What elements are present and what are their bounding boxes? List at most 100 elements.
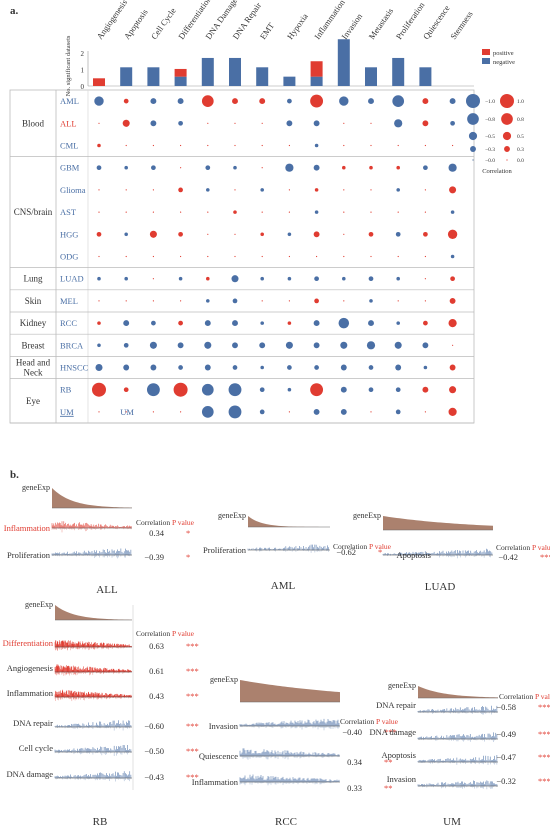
bar-negative <box>283 76 296 86</box>
bubble <box>288 211 290 213</box>
bubble <box>261 167 263 169</box>
barcode-track <box>417 755 498 765</box>
bar-chart: 0 1 2 No. significant datasets <box>65 35 474 96</box>
barcode-track <box>54 664 132 676</box>
bar-negative <box>419 67 432 86</box>
bubble <box>260 321 264 325</box>
bar-negative <box>256 67 269 86</box>
p-value: *** <box>186 721 199 731</box>
cell-annotation: UM <box>120 407 134 417</box>
correlation-value: 0.34 <box>347 757 363 767</box>
bubble <box>228 383 242 397</box>
bubble <box>261 255 263 258</box>
barcode-track <box>54 640 132 651</box>
bubble <box>340 386 347 393</box>
bubble <box>98 411 100 413</box>
bubble <box>261 300 263 302</box>
gene-exp-label: geneExp <box>22 483 50 492</box>
grid-frame <box>9 89 475 424</box>
correlation-value: 0.34 <box>149 528 165 538</box>
bubble <box>368 320 374 327</box>
bubble <box>394 119 403 128</box>
correlation-value: −0.62 <box>336 547 356 557</box>
column-header: Metastasis <box>366 6 395 41</box>
bar-negative <box>147 67 160 86</box>
bubble <box>180 300 182 302</box>
gene-exp-curve <box>240 680 340 702</box>
bubble <box>125 211 127 213</box>
bubble <box>180 211 182 213</box>
p-value-header: P value <box>532 543 550 552</box>
p-value: *** <box>186 691 199 701</box>
bubble <box>396 321 400 325</box>
bubble <box>122 119 130 127</box>
p-value: *** <box>538 729 550 739</box>
size-legend-pos-label: 0.3 <box>517 147 524 153</box>
bubble <box>287 276 292 281</box>
correlation-value: 0.33 <box>347 783 362 793</box>
row-label: GBM <box>60 163 80 173</box>
bubble <box>340 364 347 371</box>
bubble <box>177 342 184 349</box>
p-value: *** <box>384 727 397 737</box>
bubble <box>234 122 236 124</box>
bubble <box>152 189 154 191</box>
bubble <box>288 300 290 302</box>
size-legend-negative <box>470 146 476 152</box>
pathway-label: Inflammation <box>192 777 239 787</box>
p-value: ** <box>384 757 393 767</box>
bubble <box>180 411 182 413</box>
gene-exp-label: geneExp <box>210 675 238 684</box>
pathway-label: Angiogenesis <box>7 663 53 673</box>
bubble <box>125 255 127 258</box>
bubble <box>180 255 182 258</box>
size-legend-title: Correlation <box>482 168 512 175</box>
bar-tick-label: 0 <box>81 83 85 91</box>
group-label: Head and <box>16 358 51 368</box>
group-label: Eye <box>26 396 40 406</box>
bubble <box>98 255 100 258</box>
bubble <box>124 165 128 170</box>
bubble <box>370 211 372 213</box>
p-value-header: P value <box>172 629 195 638</box>
bubble <box>123 364 130 371</box>
bubble <box>397 255 399 258</box>
bubble <box>314 298 319 304</box>
p-value: * <box>378 547 382 557</box>
barcode-track <box>54 720 132 731</box>
row-label: HGG <box>60 229 78 239</box>
bubble <box>370 255 372 258</box>
bubble <box>342 165 346 170</box>
bar-tick-label: 2 <box>81 50 85 58</box>
column-header: Stemness <box>448 9 475 41</box>
bubble <box>424 255 426 258</box>
column-header: Hypoxia <box>285 11 310 41</box>
bubble <box>286 120 293 127</box>
p-value: *** <box>538 776 550 786</box>
bubble <box>450 254 455 259</box>
bubble <box>423 320 428 326</box>
pathway-label: Invasion <box>387 774 417 784</box>
bubble <box>152 278 154 280</box>
barcode-track <box>239 718 340 731</box>
gene-exp-label: geneExp <box>25 600 53 609</box>
bubble <box>151 320 156 326</box>
bubble <box>260 365 264 370</box>
barcode-track <box>239 748 340 760</box>
bubble <box>207 255 209 258</box>
barcode-track <box>51 521 132 533</box>
bar-negative <box>174 76 187 86</box>
bubble <box>313 120 320 127</box>
group-title: LUAD <box>425 581 456 593</box>
row-label: AML <box>60 96 79 106</box>
bubble <box>452 144 454 147</box>
bubble <box>123 342 129 348</box>
p-value: *** <box>538 702 550 712</box>
bubble <box>259 342 266 349</box>
pathway-label: DNA repair <box>13 718 53 728</box>
p-value: *** <box>538 752 550 762</box>
pathway-label: Differentiation <box>3 638 54 648</box>
row-label: CML <box>60 141 78 151</box>
bubble <box>370 122 372 124</box>
